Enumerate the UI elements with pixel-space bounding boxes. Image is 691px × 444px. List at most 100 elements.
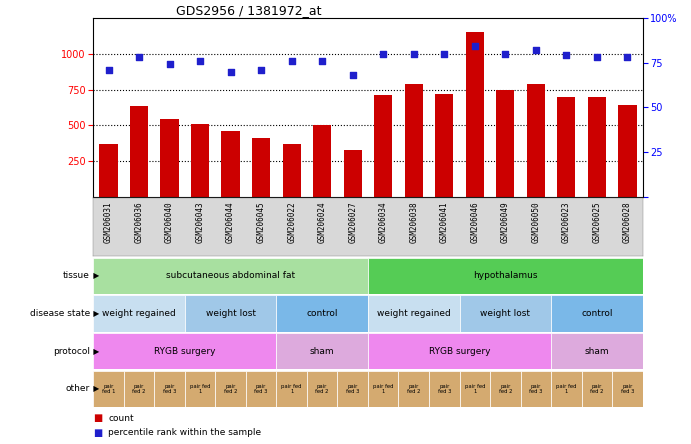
Bar [246,371,276,407]
Text: weight regained: weight regained [102,309,176,318]
Text: pair fed
1: pair fed 1 [281,384,302,394]
Bar [276,371,307,407]
Bar [93,371,124,407]
Point [103,66,114,73]
Text: GSM206040: GSM206040 [165,202,174,243]
Text: GSM206046: GSM206046 [471,202,480,243]
Text: pair fed
1: pair fed 1 [190,384,210,394]
Text: RYGB surgery: RYGB surgery [154,347,216,356]
Text: pair
fed 3: pair fed 3 [529,384,542,394]
Bar [216,371,246,407]
Text: sham: sham [585,347,609,356]
Bar [343,151,362,197]
Bar [490,371,520,407]
Bar [551,295,643,332]
Bar [100,144,117,197]
Point [591,54,603,61]
Bar [93,295,185,332]
Text: ■: ■ [93,413,102,424]
Text: ▶: ▶ [91,271,99,280]
Text: GSM206027: GSM206027 [348,202,357,243]
Bar [160,119,179,197]
Bar [93,258,368,294]
Text: control: control [306,309,338,318]
Text: ▶: ▶ [91,385,99,393]
Point [408,50,419,57]
Point [378,50,389,57]
Bar [93,333,276,369]
Text: GSM206044: GSM206044 [226,202,235,243]
Text: hypothalamus: hypothalamus [473,271,538,280]
Text: GSM206045: GSM206045 [256,202,265,243]
Point [133,54,144,61]
Text: pair fed
1: pair fed 1 [373,384,393,394]
Bar [313,125,331,197]
Text: pair fed
1: pair fed 1 [464,384,485,394]
Text: GSM206023: GSM206023 [562,202,571,243]
Text: ▶: ▶ [91,347,99,356]
Text: pair
fed 2: pair fed 2 [132,384,146,394]
Bar [368,258,643,294]
Text: GSM206041: GSM206041 [439,202,448,243]
Bar [612,371,643,407]
Text: disease state: disease state [30,309,90,318]
Text: count: count [108,414,134,423]
Bar [520,371,551,407]
Text: pair
fed 2: pair fed 2 [590,384,604,394]
Bar [252,138,270,197]
Text: GSM206031: GSM206031 [104,202,113,243]
Text: GDS2956 / 1381972_at: GDS2956 / 1381972_at [176,4,321,16]
Text: weight regained: weight regained [377,309,451,318]
Bar [618,105,636,197]
Bar [466,32,484,197]
Text: subcutaneous abdominal fat: subcutaneous abdominal fat [166,271,295,280]
Bar [582,371,612,407]
Bar [557,97,576,197]
Text: pair
fed 2: pair fed 2 [315,384,329,394]
Point [286,57,297,64]
Text: weight lost: weight lost [480,309,530,318]
Text: GSM206049: GSM206049 [501,202,510,243]
Bar [429,371,460,407]
Text: pair
fed 3: pair fed 3 [437,384,451,394]
Bar [283,144,301,197]
Bar [124,371,154,407]
Text: tissue: tissue [63,271,90,280]
Point [164,61,175,68]
Bar [307,371,337,407]
Text: GSM206025: GSM206025 [592,202,601,243]
Bar [276,295,368,332]
Point [561,52,572,59]
Bar [587,97,606,197]
Bar [435,94,453,197]
Bar [496,90,514,197]
Text: pair
fed 3: pair fed 3 [346,384,359,394]
Text: pair
fed 3: pair fed 3 [621,384,634,394]
Text: RYGB surgery: RYGB surgery [428,347,491,356]
Text: pair
fed 2: pair fed 2 [224,384,238,394]
Text: control: control [581,309,613,318]
Bar [276,333,368,369]
Bar [185,295,276,332]
Point [622,54,633,61]
Bar [221,131,240,197]
Text: pair
fed 1: pair fed 1 [102,384,115,394]
Point [316,57,328,64]
Text: ■: ■ [93,428,102,438]
Bar [154,371,185,407]
Text: pair
fed 2: pair fed 2 [407,384,421,394]
Bar [368,295,460,332]
Bar [374,95,392,197]
Text: GSM206036: GSM206036 [135,202,144,243]
Bar [337,371,368,407]
Point [500,50,511,57]
Point [225,68,236,75]
Text: pair
fed 3: pair fed 3 [163,384,176,394]
Bar [551,371,582,407]
Point [530,47,541,54]
Bar [399,371,429,407]
Bar [405,84,423,197]
Bar [185,371,216,407]
Text: sham: sham [310,347,334,356]
Bar [368,333,551,369]
